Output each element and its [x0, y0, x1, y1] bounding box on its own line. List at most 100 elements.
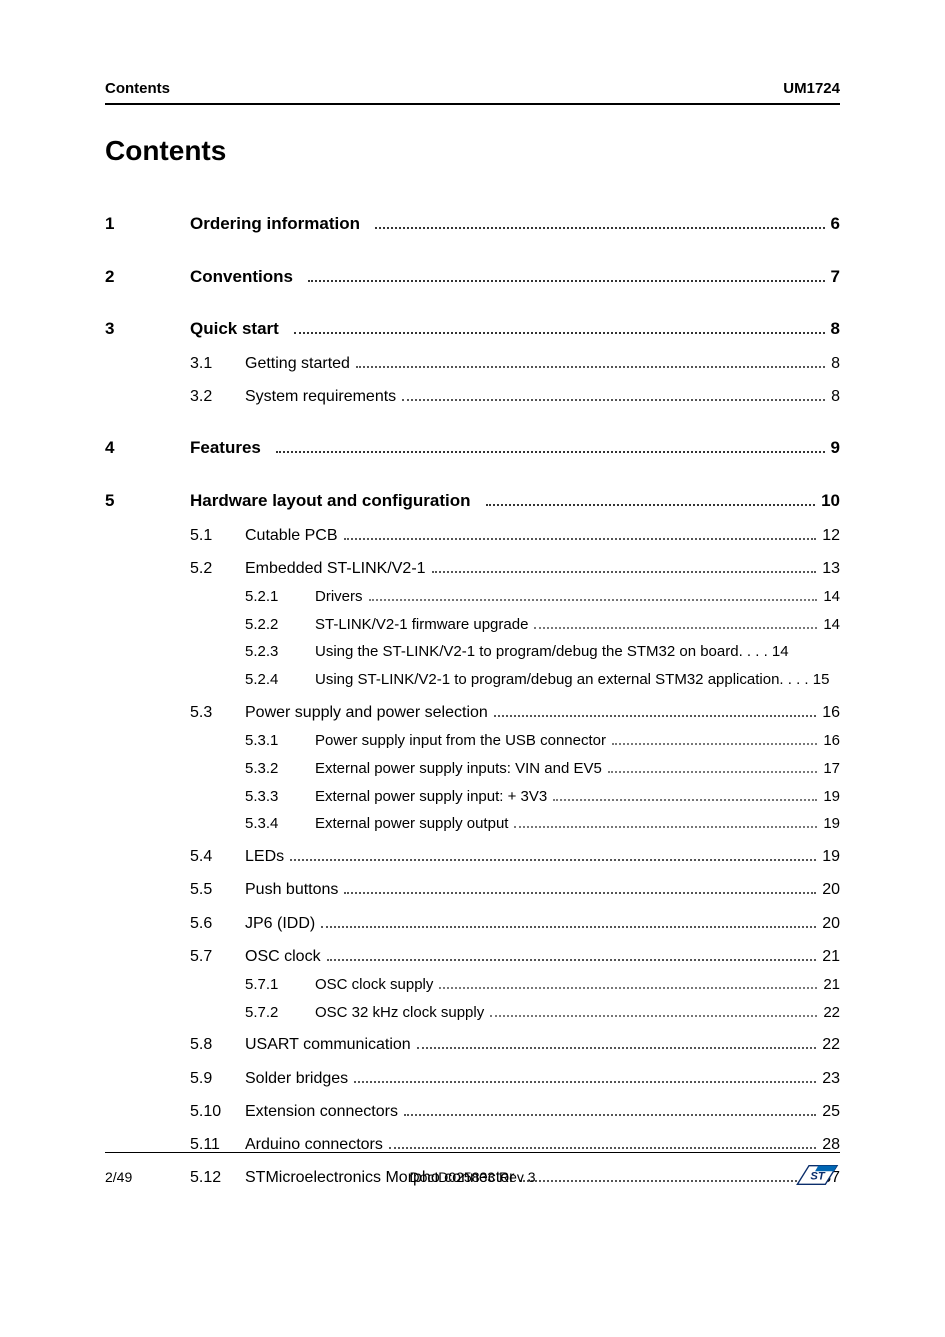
toc-leader-dots [294, 323, 824, 334]
toc-number: 5.3.2 [245, 758, 315, 780]
toc-title: Hardware layout and configuration [190, 489, 480, 514]
toc-entry-l2[interactable]: 3.1Getting started 8 [105, 352, 840, 375]
toc-number: 5.9 [190, 1067, 245, 1090]
toc-title: Quick start [190, 317, 288, 342]
toc-leader-dots [321, 917, 816, 927]
header-left: Contents [105, 80, 170, 97]
toc-title: System requirements [245, 385, 396, 408]
toc-entry-l2[interactable]: 5.1Cutable PCB 12 [105, 524, 840, 547]
toc-entry-l1[interactable]: 4Features 9 [105, 436, 840, 461]
table-of-contents: 1Ordering information 6 2Conventions 7 3Qu… [105, 212, 840, 1189]
toc-title: Conventions [190, 265, 302, 290]
toc-page: 14 [823, 614, 840, 636]
toc-entry-l2[interactable]: 5.8USART communication 22 [105, 1033, 840, 1056]
toc-number: 5.3 [190, 701, 245, 724]
toc-title: External power supply inputs: VIN and EV… [315, 758, 602, 780]
toc-entry-l2[interactable]: 5.3Power supply and power selection 16 [105, 701, 840, 724]
svg-text:ST: ST [810, 1171, 825, 1183]
toc-page: 23 [822, 1067, 840, 1090]
toc-title: Using the ST-LINK/V2-1 to program/debug … [315, 641, 739, 663]
toc-entry-l2[interactable]: 5.9Solder bridges 23 [105, 1067, 840, 1090]
toc-title: OSC 32 kHz clock supply [315, 1002, 484, 1024]
toc-leader-dots [327, 950, 817, 960]
toc-number: 5.3.4 [245, 813, 315, 835]
toc-page: . . . . 14 [739, 641, 789, 663]
toc-leader-dots [402, 391, 825, 401]
toc-page: 14 [823, 586, 840, 608]
toc-entry-l1[interactable]: 2Conventions 7 [105, 265, 840, 290]
toc-entry-l2[interactable]: 5.4LEDs 19 [105, 845, 840, 868]
toc-title: Solder bridges [245, 1067, 348, 1090]
toc-leader-dots [486, 495, 815, 506]
toc-number: 5.2.3 [245, 641, 315, 663]
toc-page: 8 [831, 317, 840, 342]
toc-entry-l2[interactable]: 5.7OSC clock 21 [105, 945, 840, 968]
toc-page: 12 [822, 524, 840, 547]
toc-page: 21 [823, 974, 840, 996]
toc-leader-dots [369, 591, 818, 601]
toc-entry-l2[interactable]: 5.2Embedded ST-LINK/V2-1 13 [105, 557, 840, 580]
toc-entry-l3[interactable]: 5.3.3External power supply input: + 3V3 … [105, 786, 840, 808]
footer-doc-id: DocID025833 Rev 3 [409, 1169, 535, 1185]
toc-leader-dots [354, 1072, 816, 1082]
toc-page: 6 [831, 212, 840, 237]
toc-title: Features [190, 436, 270, 461]
toc-entry-l1[interactable]: 3Quick start 8 [105, 317, 840, 342]
toc-number: 3.2 [190, 385, 245, 408]
toc-leader-dots [553, 791, 817, 801]
toc-page: 21 [822, 945, 840, 968]
toc-number: 5 [105, 489, 190, 514]
page-footer: 2/49 DocID025833 Rev 3 ST [105, 1152, 840, 1192]
toc-leader-dots [439, 979, 817, 989]
toc-number: 5.2.1 [245, 586, 315, 608]
toc-entry-l3[interactable]: 5.2.2ST-LINK/V2-1 firmware upgrade 14 [105, 614, 840, 636]
toc-title: Using ST-LINK/V2-1 to program/debug an e… [315, 669, 779, 691]
toc-entry-l3[interactable]: 5.3.1Power supply input from the USB con… [105, 730, 840, 752]
toc-entry-l3[interactable]: 5.2.1Drivers 14 [105, 586, 840, 608]
toc-leader-dots [432, 562, 817, 572]
toc-title: External power supply output [315, 813, 508, 835]
toc-number: 5.3.3 [245, 786, 315, 808]
toc-number: 5.7 [190, 945, 245, 968]
toc-title: OSC clock supply [315, 974, 433, 996]
document-page: Contents UM1724 Contents 1Ordering infor… [0, 0, 945, 1337]
toc-number: 5.6 [190, 912, 245, 935]
toc-leader-dots [514, 819, 817, 829]
toc-entry-l3[interactable]: 5.2.4Using ST-LINK/V2-1 to program/debug… [105, 669, 840, 691]
toc-leader-dots [389, 1139, 816, 1149]
toc-entry-l2[interactable]: 5.5Push buttons 20 [105, 878, 840, 901]
toc-number: 5.2 [190, 557, 245, 580]
toc-number: 5.7.2 [245, 1002, 315, 1024]
toc-title: Cutable PCB [245, 524, 338, 547]
toc-title: Power supply input from the USB connecto… [315, 730, 606, 752]
toc-entry-l2[interactable]: 5.10Extension connectors 25 [105, 1100, 840, 1123]
toc-entry-l1[interactable]: 1Ordering information 6 [105, 212, 840, 237]
toc-entry-l1[interactable]: 5Hardware layout and configuration 10 [105, 489, 840, 514]
toc-page: . . . . 15 [779, 669, 829, 691]
toc-entry-l3[interactable]: 5.3.4External power supply output 19 [105, 813, 840, 835]
toc-entry-l3[interactable]: 5.2.3Using the ST-LINK/V2-1 to program/d… [105, 641, 840, 663]
toc-leader-dots [276, 442, 824, 453]
toc-leader-dots [344, 884, 816, 894]
toc-leader-dots [490, 1007, 817, 1017]
toc-entry-l3[interactable]: 5.7.2OSC 32 kHz clock supply 22 [105, 1002, 840, 1024]
toc-leader-dots [608, 763, 817, 773]
toc-number: 5.2.2 [245, 614, 315, 636]
toc-entry-l3[interactable]: 5.7.1OSC clock supply 21 [105, 974, 840, 996]
toc-number: 5.5 [190, 878, 245, 901]
toc-page: 25 [822, 1100, 840, 1123]
toc-entry-l2[interactable]: 3.2System requirements 8 [105, 385, 840, 408]
toc-leader-dots [494, 707, 816, 717]
toc-page: 16 [823, 730, 840, 752]
toc-page: 22 [822, 1033, 840, 1056]
toc-entry-l2[interactable]: 5.6JP6 (IDD) 20 [105, 912, 840, 935]
toc-entry-l3[interactable]: 5.3.2External power supply inputs: VIN a… [105, 758, 840, 780]
toc-page: 16 [822, 701, 840, 724]
toc-page: 20 [822, 878, 840, 901]
toc-title: JP6 (IDD) [245, 912, 315, 935]
toc-title: Power supply and power selection [245, 701, 488, 724]
toc-title: Ordering information [190, 212, 369, 237]
toc-number: 3.1 [190, 352, 245, 375]
toc-title: USART communication [245, 1033, 411, 1056]
header-right: UM1724 [783, 80, 840, 97]
